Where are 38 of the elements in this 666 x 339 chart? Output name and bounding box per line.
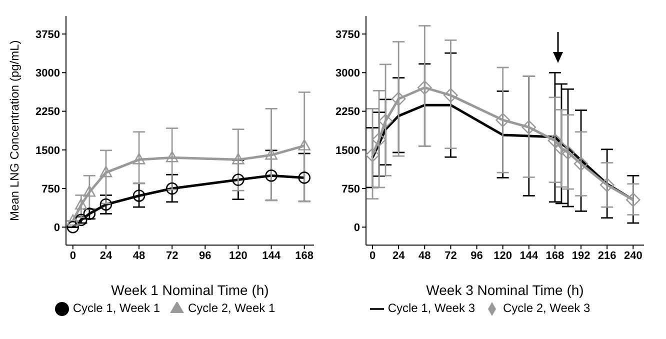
x-tick-label: 144 xyxy=(262,250,282,262)
y-tick-label: 0 xyxy=(54,222,60,234)
x-tick-label: 192 xyxy=(572,250,590,262)
x-tick-label: 24 xyxy=(392,250,406,262)
y-tick-label: 1500 xyxy=(336,144,360,157)
x-tick-label: 0 xyxy=(70,250,76,262)
y-tick-label: 3750 xyxy=(36,28,60,41)
x-tick-label: 168 xyxy=(546,250,564,262)
x-tick-label: 120 xyxy=(229,250,248,262)
x-tick-label: 96 xyxy=(199,250,212,262)
y-tick-label: 1500 xyxy=(36,144,60,157)
legend-label: Cycle 2, Week 3 xyxy=(503,301,590,316)
y-tick-label: 0 xyxy=(354,222,360,234)
y-tick-label: 750 xyxy=(342,183,360,196)
y-tick-label: 3000 xyxy=(36,68,60,80)
y-tick-label: 3000 xyxy=(336,68,360,80)
y-tick-label: 3750 xyxy=(336,28,360,41)
x-tick-label: 72 xyxy=(444,250,457,262)
legend-label: Cycle 1, Week 3 xyxy=(388,301,475,316)
x-tick-label: 0 xyxy=(369,250,376,262)
y-tick-label: 750 xyxy=(42,183,60,196)
y-axis-title: Mean LNG Concentration (pg/mL) xyxy=(7,40,22,221)
x-tick-label: 48 xyxy=(418,250,431,262)
x-tick-label: 240 xyxy=(624,250,642,262)
x-tick-label: 216 xyxy=(598,250,616,262)
y-tick-label: 2250 xyxy=(36,106,60,118)
legend-label: Cycle 1, Week 1 xyxy=(72,301,160,316)
y-tick-label: 2250 xyxy=(336,106,360,118)
x-tick-label: 168 xyxy=(295,250,314,262)
x-tick-label: 72 xyxy=(166,250,178,262)
x-tick-label: 144 xyxy=(520,250,539,262)
x-axis-title: Week 1 Nominal Time (h) xyxy=(111,282,269,298)
x-tick-label: 24 xyxy=(100,250,113,262)
x-tick-label: 48 xyxy=(132,250,146,262)
legend-label: Cycle 2, Week 1 xyxy=(188,301,276,316)
x-axis-title: Week 3 Nominal Time (h) xyxy=(426,282,584,298)
x-tick-label: 120 xyxy=(494,250,512,262)
x-tick-label: 96 xyxy=(470,250,483,262)
